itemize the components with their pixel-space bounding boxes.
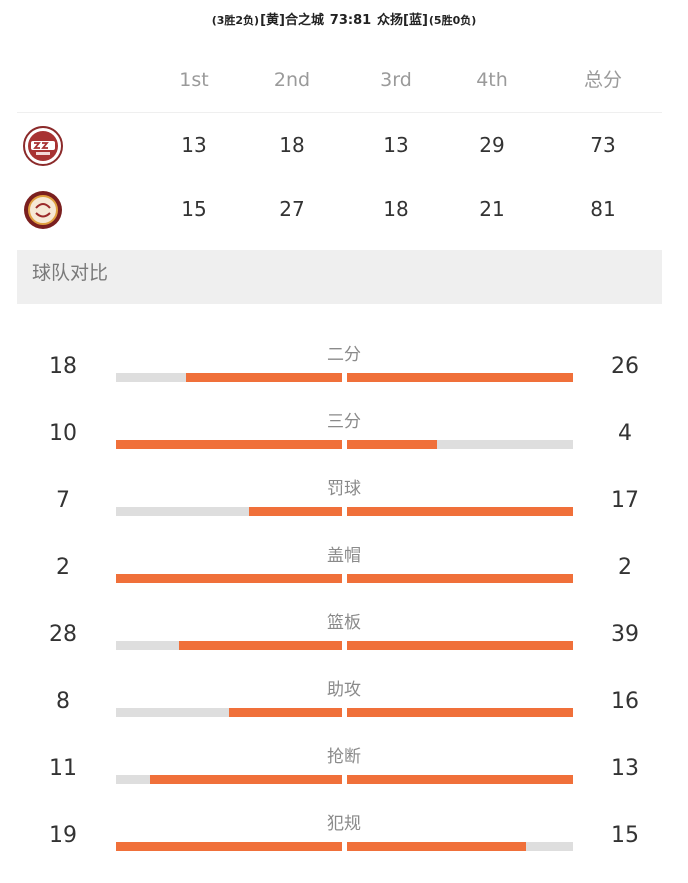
column-header-3rd: 3rd	[380, 69, 412, 91]
team-comparison-stats: 18 二分 26 10 三分 4 7 罚球 17 2 盖帽 2 28 篮板 39 8 助攻 16 11 抢断 13 19 犯…	[17, 336, 662, 872]
stat-away-bar	[347, 842, 573, 851]
stat-away-bar-fill	[347, 708, 573, 717]
stat-away-bar	[347, 440, 573, 449]
stat-row-free-throws: 7 罚球 17	[17, 470, 662, 537]
scoreboard-row-away: 15 27 18 21 81	[17, 177, 662, 241]
column-header-total: 总分	[583, 69, 622, 91]
final-score: 73:81	[329, 13, 372, 28]
away-total-score: 81	[590, 197, 616, 221]
stat-home-bar-fill	[229, 708, 342, 717]
stat-away-bar	[347, 641, 573, 650]
scoreboard-header-row: 1st 2nd 3rd 4th 总分	[17, 48, 662, 113]
stat-label: 罚球	[327, 479, 361, 499]
stat-home-bar	[116, 440, 342, 449]
stat-away-bar	[347, 775, 573, 784]
stat-home-bar	[116, 373, 342, 382]
stat-home-bar-fill	[149, 775, 342, 784]
stat-home-bar-fill	[179, 641, 342, 650]
stat-row-blocks: 2 盖帽 2	[17, 537, 662, 604]
stat-away-bar-fill	[347, 373, 573, 382]
stat-away-value: 26	[611, 354, 639, 379]
stat-home-bar	[116, 507, 342, 516]
stat-label: 三分	[327, 412, 361, 432]
stat-home-bar-fill	[186, 373, 342, 382]
away-q2-score: 27	[279, 197, 305, 221]
away-q3-score: 18	[383, 197, 409, 221]
stat-label: 篮板	[327, 613, 361, 633]
stat-away-bar	[347, 574, 573, 583]
away-q1-score: 15	[181, 197, 207, 221]
home-q4-score: 29	[479, 133, 505, 157]
stat-home-value: 28	[49, 622, 77, 647]
stat-home-value: 18	[49, 354, 77, 379]
stat-home-value: 8	[56, 689, 70, 714]
stat-label: 二分	[327, 345, 361, 365]
stat-home-bar	[116, 775, 342, 784]
stat-away-bar-fill	[347, 842, 526, 851]
stat-label: 抢断	[327, 747, 361, 767]
stat-row-steals: 11 抢断 13	[17, 738, 662, 805]
stat-home-value: 10	[49, 421, 77, 446]
stat-row-three-pointers: 10 三分 4	[17, 403, 662, 470]
team-comparison-title: 球队对比	[17, 250, 662, 304]
stat-row-assists: 8 助攻 16	[17, 671, 662, 738]
column-header-1st: 1st	[179, 69, 209, 91]
stat-away-value: 13	[611, 756, 639, 781]
away-team-name: 众扬[蓝]	[377, 13, 428, 28]
quarter-scoreboard: 1st 2nd 3rd 4th 总分 13 18 13 29 73 15 27 …	[17, 48, 662, 241]
home-q3-score: 13	[383, 133, 409, 157]
stat-home-bar-fill	[116, 842, 342, 851]
stat-home-value: 11	[49, 756, 77, 781]
stat-home-bar	[116, 641, 342, 650]
away-q4-score: 21	[479, 197, 505, 221]
stat-away-bar-fill	[347, 574, 573, 583]
home-team-name: [黄]合之城	[260, 13, 324, 28]
game-header: (3胜2负)[黄]合之城 73:81 众扬[蓝](5胜0负)	[0, 9, 688, 28]
stat-label: 助攻	[327, 680, 361, 700]
stat-home-bar-fill	[116, 574, 342, 583]
stat-away-bar-fill	[347, 775, 573, 784]
column-header-2nd: 2nd	[273, 69, 311, 91]
stat-home-bar	[116, 708, 342, 717]
stat-home-value: 19	[49, 823, 77, 848]
stat-home-value: 7	[56, 488, 70, 513]
stat-away-value: 15	[611, 823, 639, 848]
home-q1-score: 13	[181, 133, 207, 157]
home-total-score: 73	[590, 133, 616, 157]
stat-away-bar	[347, 507, 573, 516]
home-record: (3胜2负)	[211, 14, 260, 27]
stat-away-value: 17	[611, 488, 639, 513]
home-q2-score: 18	[279, 133, 305, 157]
stat-row-two-pointers: 18 二分 26	[17, 336, 662, 403]
zhongyang-team-logo	[24, 191, 62, 229]
stat-away-value: 2	[618, 555, 632, 580]
stat-label: 盖帽	[327, 546, 361, 566]
stat-away-value: 16	[611, 689, 639, 714]
stat-row-rebounds: 28 篮板 39	[17, 604, 662, 671]
stat-away-bar-fill	[347, 641, 573, 650]
stat-away-bar-fill	[347, 507, 573, 516]
stat-away-value: 4	[618, 421, 632, 446]
stat-home-bar	[116, 842, 342, 851]
stat-home-value: 2	[56, 555, 70, 580]
stat-label: 犯规	[327, 814, 361, 834]
stat-away-bar	[347, 708, 573, 717]
scoreboard-row-home: 13 18 13 29 73	[17, 113, 662, 177]
stat-home-bar-fill	[249, 507, 342, 516]
stat-home-bar	[116, 574, 342, 583]
stat-away-value: 39	[611, 622, 639, 647]
heshicheng-team-logo	[23, 126, 63, 166]
stat-away-bar-fill	[347, 440, 438, 449]
column-header-4th: 4th	[476, 69, 508, 91]
stat-row-fouls: 19 犯规 15	[17, 805, 662, 872]
stat-away-bar	[347, 373, 573, 382]
stat-home-bar-fill	[116, 440, 342, 449]
away-record: (5胜0负)	[428, 14, 477, 27]
